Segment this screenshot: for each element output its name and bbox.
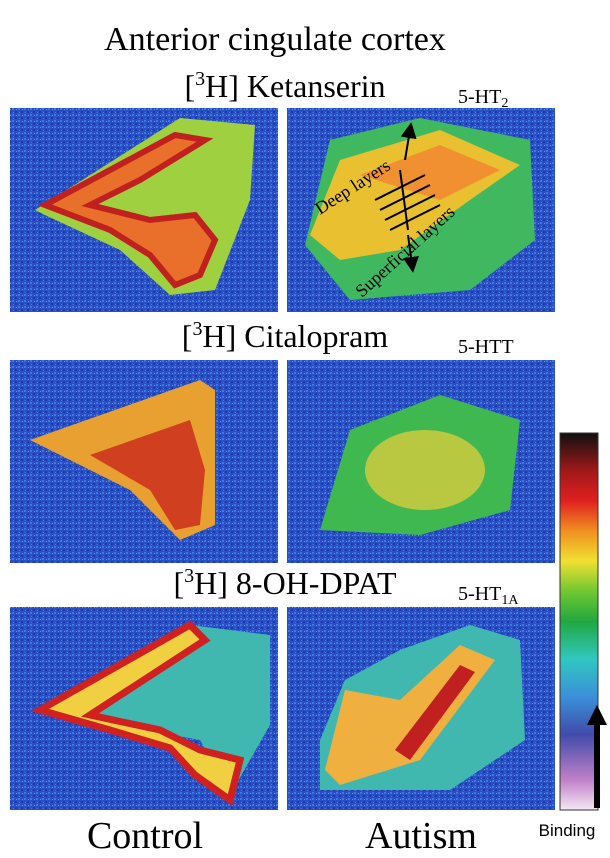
ligand-bracket: [ (182, 318, 193, 354)
ligand-name: H] Citalopram (202, 318, 388, 354)
isotope: 3 (184, 565, 194, 587)
isotope: 3 (192, 318, 202, 340)
column-label: Autism (365, 815, 477, 857)
target-label: 5-HT1A (458, 583, 519, 608)
target-label: 5-HT2 (458, 86, 508, 111)
target-label: 5-HTT (458, 336, 514, 358)
ligand-name: H] Ketanserin (205, 68, 385, 104)
tissue-band (365, 430, 485, 510)
ligand-bracket: [ (173, 565, 184, 601)
colorbar-label: Binding (539, 821, 596, 840)
target-main: 5-HT (458, 583, 501, 605)
target-main: 5-HT (458, 86, 501, 108)
target-main: 5-HTT (458, 336, 514, 358)
column-label: Control (87, 815, 203, 857)
target-sub: 1A (501, 593, 519, 608)
ligand-label: [3H] Ketanserin (184, 68, 385, 104)
figure-title: Anterior cingulate cortex (104, 21, 446, 58)
ligand-label: [3H] Citalopram (182, 318, 389, 354)
ligand-label: [3H] 8-OH-DPAT (173, 565, 396, 601)
panels: Deep layers Superficial layers (10, 108, 555, 810)
ligand-name: H] 8-OH-DPAT (194, 565, 397, 601)
isotope: 3 (195, 68, 205, 90)
ligand-bracket: [ (184, 68, 195, 104)
colorbar (560, 433, 598, 810)
figure: Anterior cingulate cortex [3H] Ketanseri… (0, 0, 610, 858)
